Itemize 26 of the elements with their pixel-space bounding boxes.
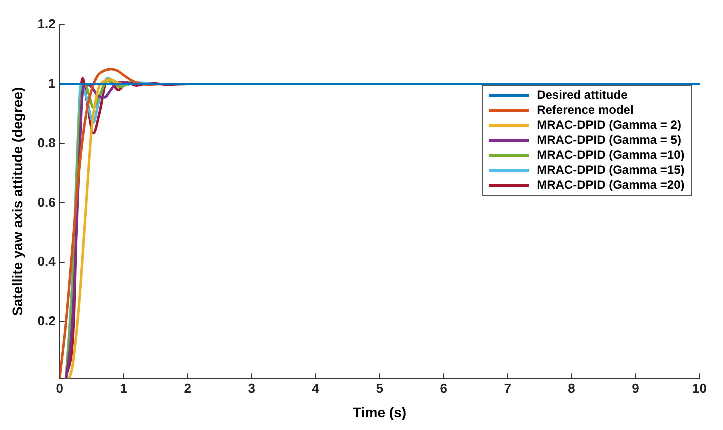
y-tick-label: 0.2 [38,314,56,329]
legend-label: MRAC-DPID (Gamma =10) [537,148,685,163]
y-axis-title: Satellite yaw axis attitude (degree) [9,87,26,316]
x-axis-title: Time (s) [353,404,407,420]
x-tick-label: 3 [248,380,256,396]
x-tick-label: 5 [376,380,384,396]
x-tick-label: 0 [56,380,64,396]
y-tick-label: 1.2 [38,16,56,32]
y-tick-label: 0.6 [38,194,56,210]
y-tick-label: 0.8 [38,135,56,150]
x-tick-label: 2 [184,380,192,396]
y-tick-label: 0.4 [38,254,57,270]
x-tick-label: 10 [692,380,708,396]
x-tick-label: 4 [312,380,320,396]
legend-label: MRAC-DPID (Gamma =15) [537,162,685,178]
y-tick-label: 1 [48,76,56,91]
legend-label: Reference model [537,102,634,118]
x-tick-label: 1 [120,380,128,396]
legend-label: MRAC-DPID (Gamma =20) [537,178,685,193]
legend-label: MRAC-DPID (Gamma = 5) [537,132,682,148]
x-tick-label: 9 [632,380,640,396]
x-tick-label: 7 [504,380,512,396]
x-tick-label: 8 [568,380,576,396]
legend-label: MRAC-DPID (Gamma = 2) [537,118,682,133]
x-tick-label: 6 [440,380,448,396]
legend-label: Desired attitude [537,88,628,103]
